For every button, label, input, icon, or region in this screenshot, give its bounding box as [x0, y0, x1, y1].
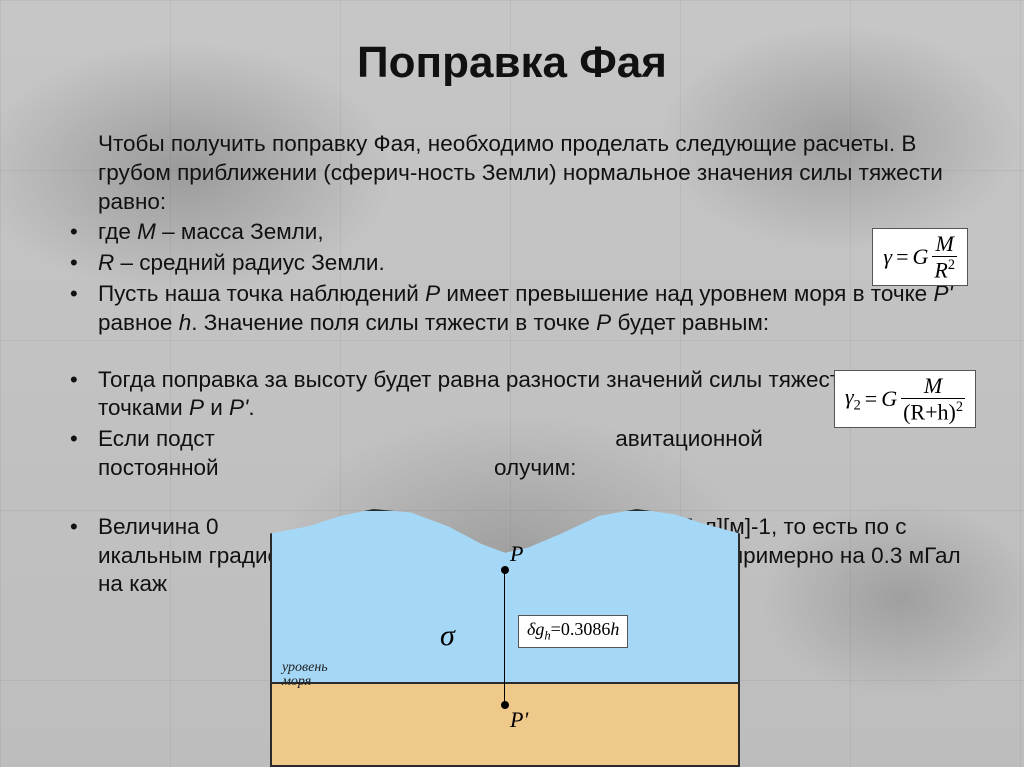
formula-delta-gh: δgh=0.3086h: [518, 615, 628, 648]
bullet-item: где M – масса Земли,: [56, 218, 984, 247]
diagram-fay-correction: уровень моря σ P P' δgh=0.3086h: [270, 509, 740, 767]
sand-layer: [270, 682, 740, 767]
water-layer: [270, 509, 740, 684]
vertical-line: [504, 571, 505, 705]
formula-gamma2: γ2 = G M (R+h)2: [834, 370, 976, 428]
slide-title: Поправка Фая: [0, 38, 1024, 88]
label-p: P: [510, 541, 523, 567]
formula-gamma: γ = G M R2: [872, 228, 968, 286]
intro-paragraph: Чтобы получить поправку Фая, необходимо …: [98, 130, 984, 216]
bullet-item: Если подст______________________________…: [56, 425, 984, 483]
sigma-symbol: σ: [440, 619, 455, 653]
point-p: [501, 566, 509, 574]
point-p-prime: [501, 701, 509, 709]
label-p-prime: P': [510, 707, 528, 733]
sea-level-label: уровень моря: [282, 661, 328, 689]
bullet-item: R – средний радиус Земли.: [56, 249, 984, 278]
bullet-item: Пусть наша точка наблюдений Р имеет прев…: [56, 280, 984, 338]
